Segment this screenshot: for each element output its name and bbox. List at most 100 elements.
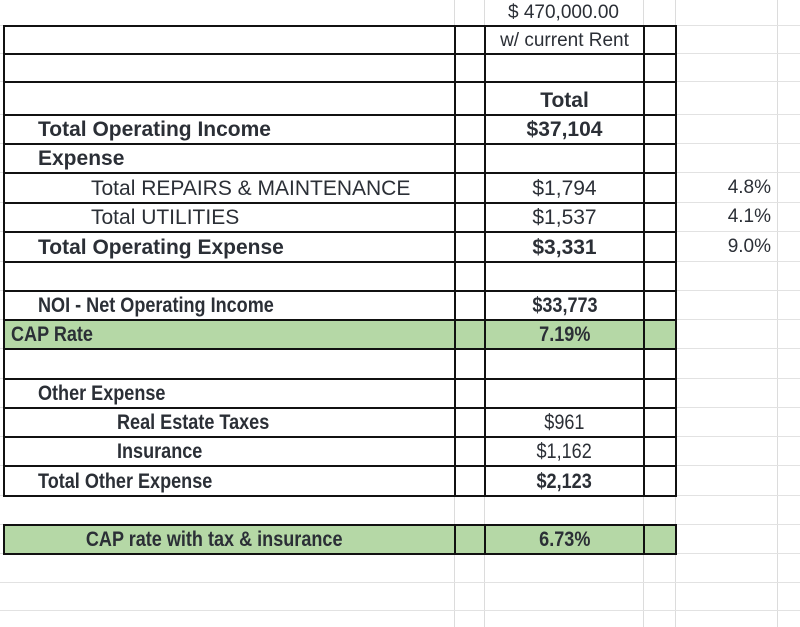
spacer-cell[interactable]	[643, 407, 677, 438]
row-pct: 4.1%	[727, 206, 771, 227]
spacer-cell[interactable]	[643, 261, 677, 292]
spacer-cell[interactable]	[643, 319, 677, 350]
row-value: $33,773	[531, 294, 598, 317]
spacer-cell[interactable]	[454, 524, 486, 555]
value-insurance[interactable]: $1,162	[484, 436, 645, 467]
row-value: $3,331	[532, 235, 597, 259]
value-repairs-maintenance[interactable]: $1,794	[484, 172, 645, 204]
row-label: Total UTILITIES	[91, 206, 240, 229]
row-label: Real Estate Taxes	[117, 411, 270, 434]
spacer-cell[interactable]	[454, 143, 486, 174]
spacer-cell[interactable]	[454, 231, 486, 263]
spacer-cell[interactable]	[454, 348, 486, 380]
value-total-operating-income[interactable]: $37,104	[484, 114, 645, 145]
column-header-cell[interactable]: Total	[484, 81, 645, 116]
row-label-insurance[interactable]: Insurance	[3, 436, 456, 467]
row-pct: 9.0%	[727, 235, 771, 257]
value-cell[interactable]	[484, 348, 645, 380]
column-header: Total	[540, 89, 589, 112]
spacer-cell[interactable]	[643, 524, 677, 555]
spacer-cell[interactable]	[454, 25, 486, 55]
spacer-cell[interactable]	[643, 114, 677, 145]
spacer-cell[interactable]	[454, 290, 486, 321]
spacer-cell[interactable]	[454, 319, 486, 350]
spacer-cell[interactable]	[643, 53, 677, 83]
spacer-cell[interactable]	[643, 436, 677, 467]
row-label: Total REPAIRS & MAINTENANCE	[91, 176, 411, 200]
row-label: Other Expense	[38, 382, 166, 405]
summary-value-cap-rate-with-tax-insurance[interactable]: 6.73%	[484, 524, 645, 555]
label-cell[interactable]	[3, 261, 456, 292]
row-label-real-estate-taxes[interactable]: Real Estate Taxes	[3, 407, 456, 438]
row-label: CAP Rate	[11, 323, 93, 346]
spacer-cell[interactable]	[454, 172, 486, 204]
summary-label: CAP rate with tax & insurance	[86, 528, 343, 551]
label-cell[interactable]	[3, 53, 456, 83]
spacer-cell[interactable]	[454, 202, 486, 233]
row-label-total-operating-expense[interactable]: Total Operating Expense	[3, 231, 456, 263]
spacer-cell[interactable]	[643, 378, 677, 409]
value-cell[interactable]	[484, 261, 645, 292]
pct-repairs-maintenance[interactable]: 4.8%	[675, 172, 777, 202]
row-label: Insurance	[117, 440, 203, 463]
spacer-cell[interactable]	[643, 465, 677, 497]
value-cell[interactable]	[484, 378, 645, 409]
spacer-cell[interactable]	[643, 348, 677, 380]
spacer-cell[interactable]	[454, 465, 486, 497]
pct-utilities[interactable]: 4.1%	[675, 202, 777, 231]
spacer-cell[interactable]	[454, 114, 486, 145]
row-label-cap-rate[interactable]: CAP Rate	[3, 319, 456, 350]
row-label-total-operating-income[interactable]: Total Operating Income	[3, 114, 456, 145]
row-label: Total Operating Expense	[38, 235, 284, 259]
row-pct: 4.8%	[727, 176, 771, 198]
row-value: $1,794	[532, 176, 597, 200]
row-label-total-other-expense[interactable]: Total Other Expense	[3, 465, 456, 497]
row-label-expense[interactable]: Expense	[3, 143, 456, 174]
label-cell[interactable]	[3, 81, 456, 116]
row-value: $1,537	[532, 206, 597, 229]
gridline	[0, 610, 800, 611]
spacer-cell[interactable]	[643, 290, 677, 321]
spacer-cell[interactable]	[643, 172, 677, 204]
spacer-cell[interactable]	[454, 378, 486, 409]
spacer-cell[interactable]	[643, 25, 677, 55]
summary-label-cap-rate-with-tax-insurance[interactable]: CAP rate with tax & insurance	[3, 524, 456, 555]
gridline	[777, 0, 778, 627]
spacer-cell[interactable]	[454, 261, 486, 292]
row-value: $961	[544, 411, 585, 434]
label-cell[interactable]	[3, 348, 456, 380]
value-total-other-expense[interactable]: $2,123	[484, 465, 645, 497]
scenario-header-cell[interactable]: w/ current Rent	[484, 25, 645, 55]
row-label: Expense	[38, 147, 125, 170]
pct-total-operating-expense[interactable]: 9.0%	[675, 231, 777, 261]
spacer-cell[interactable]	[643, 143, 677, 174]
row-value: $37,104	[526, 118, 603, 141]
summary-value: 6.73%	[538, 528, 591, 551]
spacer-cell[interactable]	[643, 202, 677, 233]
spacer-cell[interactable]	[454, 81, 486, 116]
row-label-utilities[interactable]: Total UTILITIES	[3, 202, 456, 233]
value-total-operating-expense[interactable]: $3,331	[484, 231, 645, 263]
row-value: $1,162	[536, 440, 593, 463]
spacer-cell[interactable]	[454, 407, 486, 438]
row-label: Total Operating Income	[38, 118, 271, 141]
row-label-repairs-maintenance[interactable]: Total REPAIRS & MAINTENANCE	[3, 172, 456, 204]
spacer-cell[interactable]	[643, 81, 677, 116]
spacer-cell[interactable]	[643, 231, 677, 263]
row-label-noi[interactable]: NOI - Net Operating Income	[3, 290, 456, 321]
spacer-cell[interactable]	[454, 53, 486, 83]
value-real-estate-taxes[interactable]: $961	[484, 407, 645, 438]
scenario-header: w/ current Rent	[500, 29, 629, 51]
gridline	[0, 582, 800, 583]
value-utilities[interactable]: $1,537	[484, 202, 645, 233]
label-cell[interactable]	[3, 25, 456, 55]
purchase-price: $ 470,000.00	[508, 2, 619, 23]
spacer-cell[interactable]	[454, 436, 486, 467]
value-noi[interactable]: $33,773	[484, 290, 645, 321]
value-cap-rate[interactable]: 7.19%	[484, 319, 645, 350]
row-value: 7.19%	[538, 323, 591, 346]
row-label-other-expense[interactable]: Other Expense	[3, 378, 456, 409]
value-cell[interactable]	[484, 53, 645, 83]
purchase-price-cell[interactable]: $ 470,000.00	[484, 0, 643, 25]
value-cell[interactable]	[484, 143, 645, 174]
